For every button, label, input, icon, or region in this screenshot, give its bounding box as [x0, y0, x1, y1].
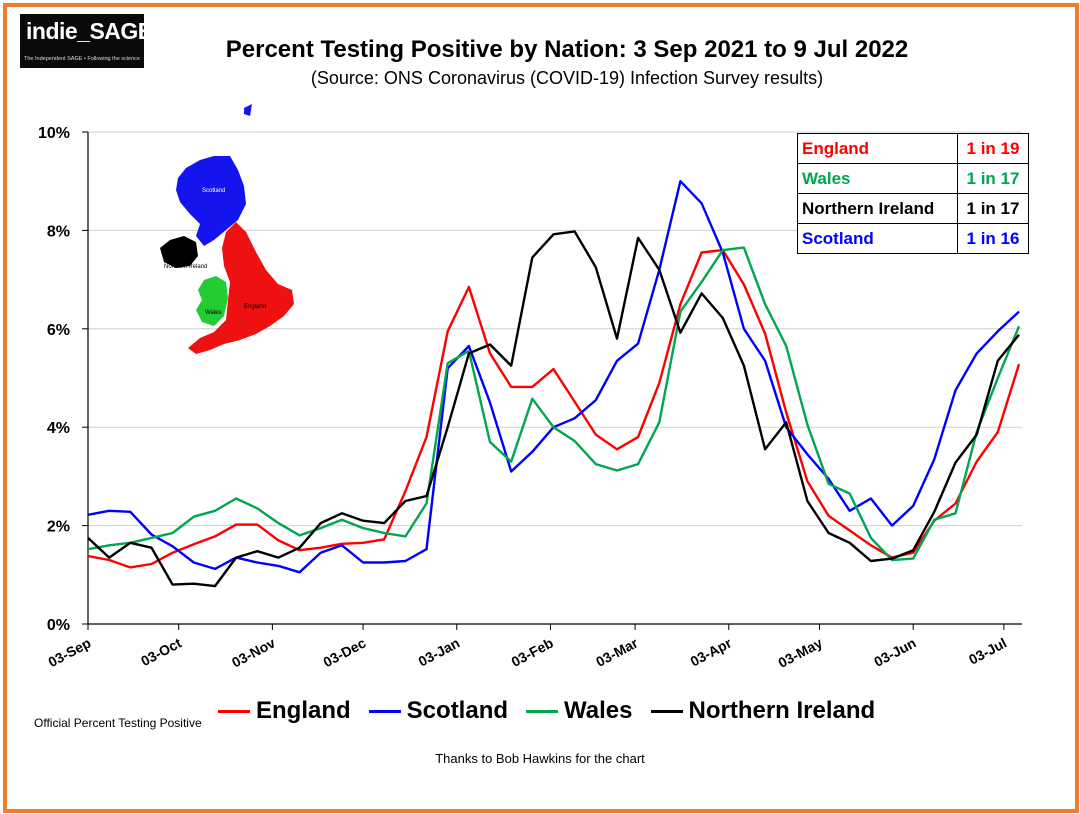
legend-label: Scotland	[406, 697, 509, 724]
map-wales	[196, 276, 228, 326]
uk-map: Scotland Northern Ireland England Wales	[160, 104, 294, 354]
legend-swatch	[650, 709, 683, 713]
legend-item-scotland: Scotland	[368, 697, 509, 725]
series-line-england	[87, 248, 1021, 569]
x-tick-label: 03-Dec	[320, 634, 368, 670]
stats-value: 1 in 19	[957, 133, 1029, 164]
legend-swatch	[368, 709, 401, 713]
legend-item-wales: Wales	[526, 697, 633, 725]
legend-swatch	[218, 709, 250, 713]
logo-tagline: The Independent SAGE • Following the sci…	[24, 56, 140, 62]
legend-label: Northern Ireland	[688, 697, 876, 724]
stats-box: England 1 in 19 Wales 1 in 17 Northern I…	[797, 133, 1029, 254]
stats-row-northern-ireland: Northern Ireland 1 in 17	[797, 193, 1029, 224]
stats-value: 1 in 17	[957, 193, 1029, 224]
x-tick-label: 03-Feb	[509, 635, 556, 670]
stats-value: 1 in 16	[957, 223, 1029, 254]
stats-row-wales: Wales 1 in 17	[797, 163, 1029, 194]
footnote-official: Official Percent Testing Positive	[34, 716, 202, 730]
chart-title: Percent Testing Positive by Nation: 3 Se…	[225, 36, 909, 63]
y-tick-label: 4%	[47, 420, 70, 437]
logo-text: indie_SAGE	[26, 18, 153, 44]
x-tick-label: 03-Oct	[138, 634, 184, 669]
y-tick-label: 0%	[47, 617, 70, 634]
footnote-credit: Thanks to Bob Hawkins for the chart	[435, 751, 645, 766]
x-tick-label: 03-Jan	[415, 635, 462, 670]
stats-row-england: England 1 in 19	[797, 133, 1029, 164]
x-tick-label: 03-Jul	[966, 635, 1009, 668]
legend-label: England	[256, 697, 351, 724]
y-tick-label: 6%	[47, 322, 70, 339]
y-tick-label: 2%	[47, 519, 70, 536]
map-label-scotland: Scotland	[202, 188, 225, 194]
legend-swatch	[526, 709, 559, 713]
chart-subtitle: (Source: ONS Coronavirus (COVID-19) Infe…	[310, 68, 824, 88]
stats-nation: Wales	[797, 163, 958, 194]
map-label-england: England	[244, 304, 266, 310]
map-label-northern-ireland: Northern Ireland	[164, 264, 207, 270]
x-tick-label: 03-May	[775, 634, 825, 671]
x-tick-label: 03-Jun	[871, 635, 918, 670]
series-line-northern-ireland	[87, 230, 1020, 588]
stats-nation: England	[797, 133, 958, 164]
legend-label: Wales	[564, 697, 633, 724]
legend-item-england: England	[218, 697, 351, 725]
x-tick-label: 03-Nov	[229, 634, 278, 670]
map-england	[188, 222, 294, 354]
map-northern-ireland	[160, 236, 198, 268]
stats-row-scotland: Scotland 1 in 16	[797, 223, 1029, 254]
chart-legend: England Scotland Wales Northern Ireland	[218, 697, 893, 725]
x-tick-label: 03-Apr	[688, 634, 735, 669]
stats-nation: Scotland	[797, 223, 958, 254]
stats-value: 1 in 17	[957, 163, 1029, 194]
series-lines	[87, 180, 1021, 588]
map-scotland	[176, 104, 252, 246]
y-tick-label: 8%	[47, 223, 70, 240]
series-line-wales	[87, 246, 1021, 562]
indie-sage-logo: indie_SAGE The Independent SAGE • Follow…	[20, 14, 153, 68]
x-tick-label: 03-Mar	[593, 634, 641, 670]
stats-nation: Northern Ireland	[797, 193, 958, 224]
map-label-wales: Wales	[205, 310, 221, 316]
legend-item-northern-ireland: Northern Ireland	[650, 697, 876, 725]
x-tick-label: 03-Sep	[45, 635, 93, 671]
y-tick-label: 10%	[38, 125, 70, 142]
